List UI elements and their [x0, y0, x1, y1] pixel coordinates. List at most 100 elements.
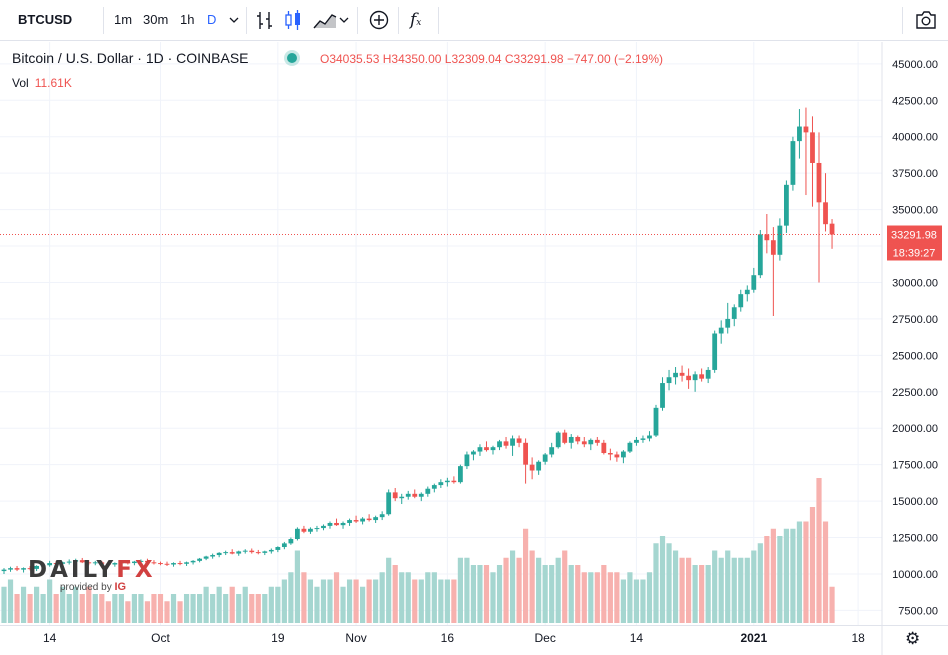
candle-body: [490, 447, 496, 451]
top-toolbar: BTCUSD 1m 30m 1h D fx: [0, 0, 948, 41]
camera-icon[interactable]: [915, 0, 937, 40]
interval-30m-button[interactable]: 30m: [143, 12, 169, 27]
volume-bar: [516, 557, 522, 623]
volume-bar: [457, 557, 463, 623]
last-price-badge: [887, 225, 942, 244]
volume-bar: [34, 586, 40, 623]
candle-body: [334, 522, 339, 526]
candle-body: [803, 126, 809, 133]
candle-body: [158, 563, 163, 565]
y-tick-label: 30000.00: [892, 277, 938, 289]
countdown-badge: [887, 243, 942, 261]
candle-body: [360, 518, 365, 522]
y-tick-label: 45000.00: [892, 59, 938, 71]
symbol-search-button[interactable]: BTCUSD: [18, 12, 73, 27]
toolbar-divider: [246, 7, 247, 34]
volume-bar: [627, 572, 633, 623]
candle-body: [177, 563, 183, 565]
candle-body: [699, 374, 705, 379]
candle-body: [112, 563, 118, 565]
candle-body: [477, 447, 483, 452]
candle-body: [594, 439, 600, 443]
candle-body: [21, 568, 26, 570]
candle-body: [666, 377, 672, 384]
volume-bar: [614, 572, 620, 623]
candle-body: [451, 480, 457, 483]
toolbar-divider: [357, 7, 358, 34]
volume-bar: [151, 594, 157, 623]
candle-body: [458, 466, 463, 483]
volume-bar: [229, 586, 235, 623]
volume-bar: [27, 594, 33, 623]
volume-bar: [386, 557, 392, 623]
volume-bar: [536, 557, 542, 623]
volume-bar: [594, 572, 600, 623]
interval-1h-button[interactable]: 1h: [180, 12, 195, 27]
volume-bar: [575, 565, 581, 623]
candle-body: [510, 438, 515, 446]
y-tick-label: 15000.00: [892, 496, 938, 508]
volume-bar: [360, 586, 366, 623]
interval-d-button[interactable]: D: [207, 12, 217, 27]
volume-legend: Vol 11.61K: [12, 76, 72, 90]
toolbar-divider: [103, 7, 104, 34]
candle-body: [816, 162, 822, 203]
candle-body: [281, 543, 287, 548]
candles-style-icon[interactable]: [283, 0, 303, 40]
candle-body: [138, 560, 144, 562]
last-price-label: 33291.98: [891, 230, 937, 242]
fx-indicators-icon[interactable]: fx: [410, 10, 422, 30]
area-style-icon[interactable]: [312, 0, 338, 40]
candle-body: [86, 562, 92, 564]
candle-body: [366, 518, 372, 521]
add-indicator-icon[interactable]: [368, 0, 390, 40]
candle-body: [66, 561, 72, 563]
volume-bar: [399, 572, 405, 623]
volume-bar: [216, 586, 222, 623]
countdown-label: 18:39:27: [893, 248, 936, 260]
volume-bar: [53, 594, 59, 623]
chevron-down-icon[interactable]: [228, 0, 240, 40]
candle-body: [568, 436, 574, 443]
dailyfx-logo: DAILYFX provided by IG: [28, 557, 156, 593]
candle-body: [340, 522, 346, 526]
candle-body: [575, 436, 581, 442]
chart-legend: Bitcoin / U.S. Dollar · 1D · COINBASE: [12, 50, 249, 66]
candle-body: [288, 539, 294, 544]
candle-body: [607, 453, 613, 455]
volume-bar: [197, 594, 203, 623]
candle-body: [790, 141, 796, 185]
volume-bar: [796, 521, 803, 623]
candle-body: [236, 551, 242, 554]
bars-style-icon[interactable]: [255, 0, 275, 40]
volume-bar: [731, 557, 737, 623]
y-tick-label: 27500.00: [892, 314, 938, 326]
x-tick-label: Dec: [534, 631, 555, 645]
candle-body: [210, 555, 216, 557]
candle-body: [79, 560, 85, 563]
volume-bar: [340, 586, 346, 623]
volume-bar: [503, 557, 509, 623]
volume-bar: [86, 586, 92, 623]
candle-body: [751, 275, 757, 290]
interval-1m-button[interactable]: 1m: [114, 12, 133, 27]
volume-bar: [177, 601, 183, 623]
chevron-down-icon[interactable]: [338, 0, 350, 40]
volume-bar: [307, 579, 314, 623]
gear-icon[interactable]: ⚙: [905, 629, 921, 648]
candle-body: [145, 560, 150, 563]
candle-body: [536, 461, 542, 471]
low-value: L32309.04: [444, 52, 502, 66]
volume-bar: [666, 543, 672, 623]
volume-bar: [203, 586, 209, 623]
volume-bar: [633, 579, 640, 623]
candle-body: [731, 307, 737, 319]
candle-body: [634, 439, 639, 443]
volume-bar: [659, 536, 666, 623]
volume-bar: [438, 579, 444, 623]
y-tick-label: 25000.00: [892, 350, 938, 362]
volume-bar: [692, 565, 698, 623]
volume-bar: [653, 543, 659, 623]
volume-bar: [288, 572, 294, 623]
